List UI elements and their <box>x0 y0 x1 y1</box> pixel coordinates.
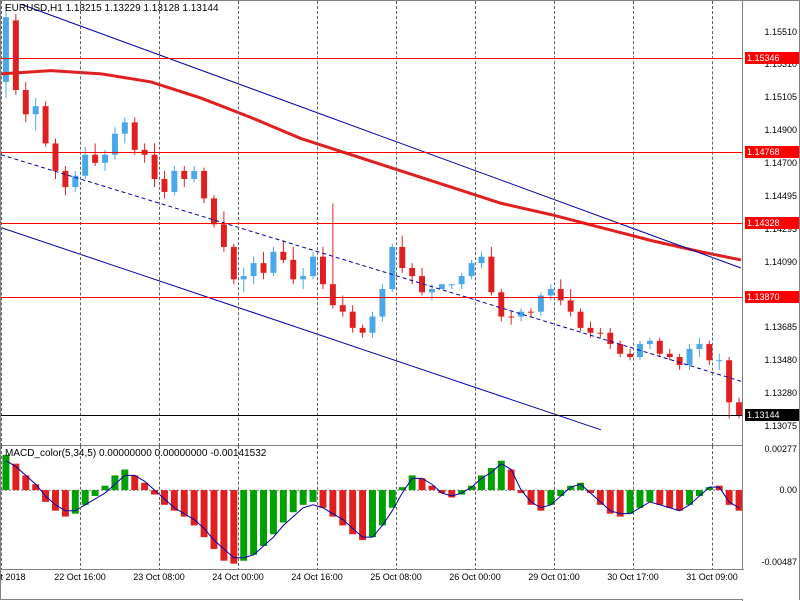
x-tick-label: 26 Oct 00:00 <box>449 572 501 582</box>
hline <box>1 223 744 224</box>
y-tick-label: 1.14900 <box>764 125 797 135</box>
y-axis: 1.155101.153101.151051.149001.147001.144… <box>742 1 799 601</box>
x-tick-label: 29 Oct 01:00 <box>528 572 580 582</box>
vgrid <box>633 446 634 571</box>
ohlc-2: 1.13128 <box>143 3 179 14</box>
x-tick-label: 22 Oct 2018 <box>0 572 26 582</box>
price-chart[interactable] <box>1 1 744 446</box>
y-tick-label: 1.14495 <box>764 191 797 201</box>
price-tag: 1.14328 <box>745 217 799 229</box>
macd-label: MACD_color(5,34,5) <box>5 448 96 459</box>
symbol-label: EURUSD,H1 <box>5 3 63 14</box>
y-tick-label: 1.15510 <box>764 27 797 37</box>
price-tag: 1.14768 <box>745 146 799 158</box>
hline <box>1 152 744 153</box>
x-tick-label: 31 Oct 09:00 <box>686 572 738 582</box>
y-tick-label: 1.13480 <box>764 355 797 365</box>
vgrid <box>159 446 160 571</box>
ohlc-3: 1.13144 <box>182 3 218 14</box>
macd-y-label: -0.00487 <box>761 557 797 567</box>
vgrid <box>475 446 476 571</box>
x-tick-label: 25 Oct 08:00 <box>370 572 422 582</box>
y-tick-label: 1.13075 <box>764 421 797 431</box>
vgrid <box>1 446 2 571</box>
macd-v2: -0.00141532 <box>210 448 266 459</box>
y-tick-label: 1.13280 <box>764 388 797 398</box>
vgrid <box>712 446 713 571</box>
y-tick-label: 1.14700 <box>764 158 797 168</box>
price-tag: 1.13870 <box>745 291 799 303</box>
vgrid <box>396 446 397 571</box>
vgrid <box>554 446 555 571</box>
ohlc-1: 1.13229 <box>105 3 141 14</box>
chart-container: EURUSD,H1 1.13215 1.13229 1.13128 1.1314… <box>0 0 800 600</box>
macd-v1: 0.00000000 <box>155 448 208 459</box>
macd-y-label: 0.00 <box>779 485 797 495</box>
price-tag: 1.13144 <box>745 409 799 421</box>
x-tick-label: 24 Oct 00:00 <box>212 572 264 582</box>
hline <box>1 415 744 416</box>
x-tick-label: 23 Oct 08:00 <box>133 572 185 582</box>
macd-y-label: 0.00277 <box>764 444 797 454</box>
y-tick-label: 1.14090 <box>764 257 797 267</box>
x-tick-label: 30 Oct 17:00 <box>607 572 659 582</box>
y-tick-label: 1.13685 <box>764 322 797 332</box>
x-tick-label: 24 Oct 16:00 <box>291 572 343 582</box>
ohlc-0: 1.13215 <box>66 3 102 14</box>
x-axis: 22 Oct 2018 22 Oct 16:00 23 Oct 08:00 24 Oc… <box>1 569 744 599</box>
vgrid <box>80 446 81 571</box>
vgrid <box>317 446 318 571</box>
macd-v0: 0.00000000 <box>99 448 152 459</box>
y-tick-label: 1.15105 <box>764 92 797 102</box>
macd-chart[interactable] <box>1 446 744 571</box>
hline <box>1 297 744 298</box>
x-tick-label: 22 Oct 16:00 <box>54 572 106 582</box>
macd-header: MACD_color(5,34,5) 0.00000000 0.00000000… <box>5 448 266 459</box>
hline <box>1 58 744 59</box>
chart-header: EURUSD,H1 1.13215 1.13229 1.13128 1.1314… <box>5 3 219 14</box>
vgrid <box>238 446 239 571</box>
price-tag: 1.15346 <box>745 52 799 64</box>
